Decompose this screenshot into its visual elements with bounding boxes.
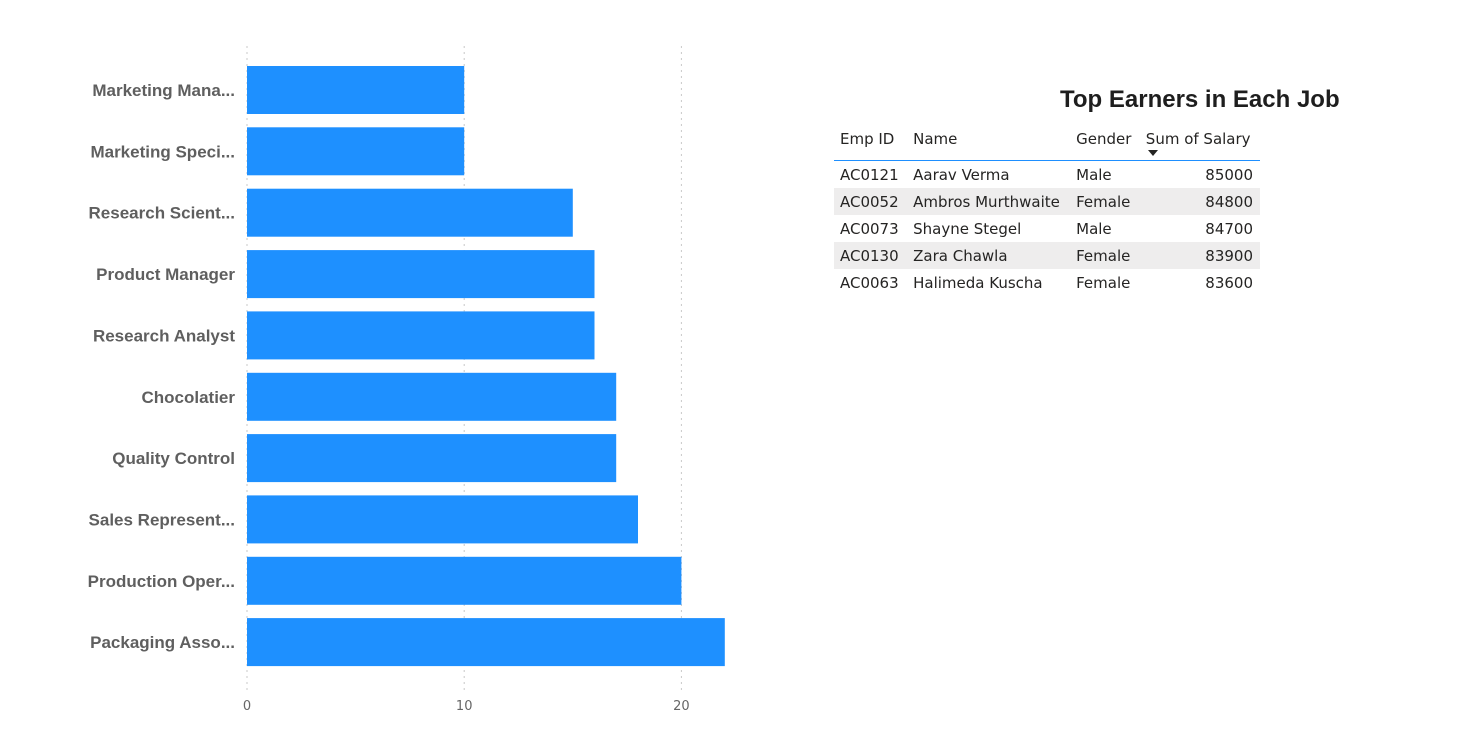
emp-id-cell: AC0063 [840, 273, 899, 292]
salary-cell: 85000 [1205, 165, 1253, 184]
gender-cell: Female [1076, 273, 1131, 292]
emp-id-cell: AC0121 [840, 165, 899, 184]
x-tick-label: 0 [243, 699, 251, 714]
column-header-gender[interactable]: Gender [1070, 128, 1140, 161]
table-row[interactable]: AC0073 Shayne Stegel Male 84700 [834, 215, 1260, 242]
bar[interactable] [247, 188, 573, 237]
name-cell: Halimeda Kuscha [913, 273, 1043, 292]
table-row[interactable]: AC0063 Halimeda Kuscha Female 83600 [834, 269, 1260, 296]
salary-cell: 83600 [1205, 273, 1253, 292]
column-header-name[interactable]: Name [907, 128, 1071, 161]
column-header-emp-id[interactable]: Emp ID [834, 128, 908, 161]
x-tick-label: 20 [673, 699, 690, 714]
table-row[interactable]: AC0130 Zara Chawla Female 83900 [834, 242, 1260, 269]
bar[interactable] [247, 495, 638, 544]
column-header-salary[interactable]: Sum of Salary [1139, 128, 1260, 161]
salary-cell: 83900 [1139, 242, 1260, 269]
bar[interactable] [247, 311, 595, 360]
bar[interactable] [247, 618, 725, 667]
category-label: Marketing Mana... [92, 81, 235, 100]
table-header-row: Emp ID Name Gender Sum of Salary [834, 128, 1260, 161]
name-cell: Zara Chawla [907, 242, 1071, 269]
gender-cell: Female [1070, 188, 1140, 215]
gender-cell: Male [1076, 219, 1112, 238]
category-label: Quality Control [112, 449, 235, 468]
salary-cell: 84700 [1205, 219, 1253, 238]
bar[interactable] [247, 127, 465, 176]
gender-cell: Female [1070, 242, 1140, 269]
salary-cell: 84800 [1139, 188, 1260, 215]
category-label: Sales Represent... [89, 511, 235, 530]
category-label: Research Scient... [89, 204, 235, 223]
bar[interactable] [247, 434, 617, 483]
category-label: Chocolatier [141, 388, 235, 407]
table-row[interactable]: AC0052 Ambros Murthwaite Female 84800 [834, 188, 1260, 215]
table-title: Top Earners in Each Job [1060, 86, 1340, 113]
gender-cell: Male [1076, 165, 1112, 184]
name-cell: Aarav Verma [913, 165, 1010, 184]
category-label: Packaging Asso... [90, 633, 235, 652]
bar[interactable] [247, 556, 682, 605]
category-label: Production Oper... [88, 572, 235, 591]
sort-descending-icon [1147, 150, 1158, 156]
x-tick-label: 10 [456, 699, 473, 714]
bar[interactable] [247, 66, 465, 114]
bar[interactable] [247, 250, 595, 299]
name-cell: Shayne Stegel [913, 219, 1022, 238]
bar[interactable] [247, 372, 617, 421]
table-row[interactable]: AC0121 Aarav Verma Male 85000 [834, 161, 1260, 189]
column-header-salary-label: Sum of Salary [1145, 130, 1251, 148]
bar-chart: Marketing Mana... Marketing Speci... Resea… [88, 46, 725, 714]
top-earners-table: Emp ID Name Gender Sum of Salary AC0121 … [834, 128, 1260, 296]
category-label: Product Manager [96, 265, 235, 284]
emp-id-cell: AC0052 [834, 188, 908, 215]
emp-id-cell: AC0073 [840, 219, 899, 238]
emp-id-cell: AC0130 [834, 242, 908, 269]
name-cell: Ambros Murthwaite [907, 188, 1071, 215]
category-label: Research Analyst [93, 326, 235, 345]
category-label: Marketing Speci... [90, 142, 235, 161]
